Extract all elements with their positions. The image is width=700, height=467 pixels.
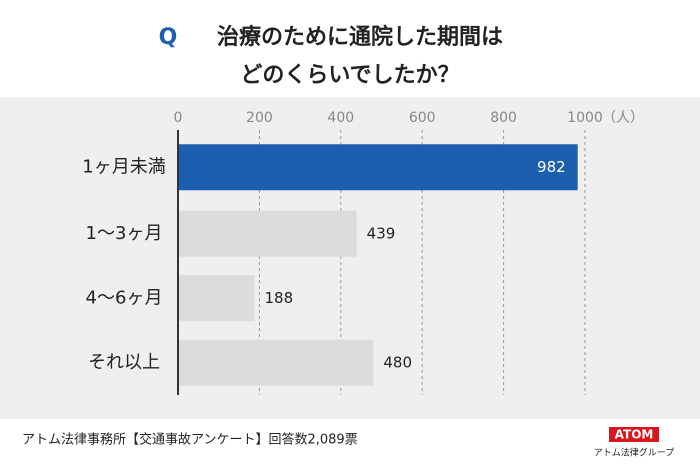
x-tick-label: 400 xyxy=(327,110,354,126)
x-tick-label: 200 xyxy=(246,110,273,126)
value-label: 480 xyxy=(383,353,412,371)
bar xyxy=(178,339,374,386)
source-note: アトム法律事務所【交通事故アンケート】回答数2,089票 xyxy=(22,432,358,448)
bar xyxy=(178,144,578,191)
x-tick-label: 800 xyxy=(490,110,517,126)
x-unit: （人） xyxy=(602,110,644,126)
title-marker: Q xyxy=(159,25,178,50)
logo: ATOM xyxy=(615,428,654,442)
y-tick-label: 1〜3ヶ月 xyxy=(86,223,163,244)
y-tick-label: 1ヶ月未満 xyxy=(82,156,165,177)
value-label: 439 xyxy=(367,224,396,242)
bar xyxy=(178,275,255,322)
chart-title: 治療のために通院した期間は xyxy=(217,24,503,50)
y-tick-label: それ以上 xyxy=(88,352,160,373)
logo-caption: アトム法律グループ xyxy=(594,447,674,459)
x-tick-label: 0 xyxy=(174,110,183,126)
x-tick-label: 1000 xyxy=(567,110,603,126)
y-tick-label: 4〜6ヶ月 xyxy=(86,287,163,308)
logo-box xyxy=(609,427,659,442)
chart-title: どのくらいでしたか？ xyxy=(240,63,459,88)
bar xyxy=(178,210,357,257)
value-label: 188 xyxy=(265,289,294,307)
value-label: 982 xyxy=(537,158,566,176)
x-tick-label: 600 xyxy=(409,110,436,126)
